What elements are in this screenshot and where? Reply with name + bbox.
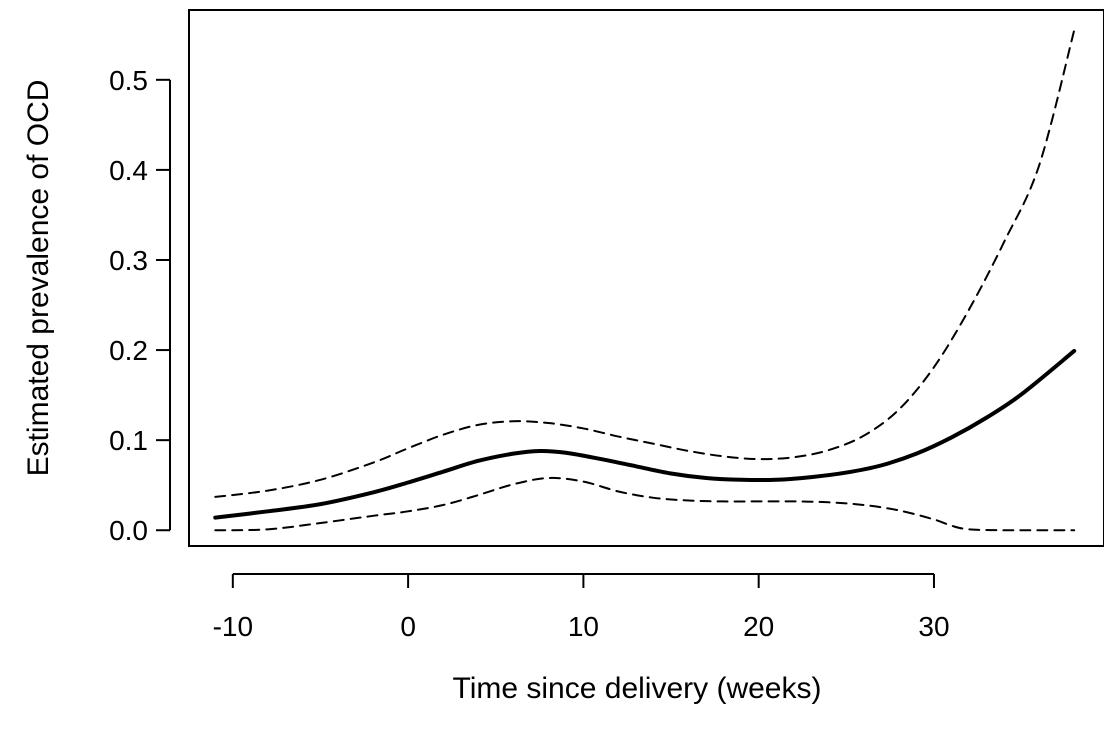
series-layer <box>213 29 1077 532</box>
x-tick-label: 30 <box>918 611 949 642</box>
x-axis: -10 0 10 20 30 <box>213 573 950 642</box>
y-tick-label: 0.4 <box>109 155 148 186</box>
y-tick-label: 0.2 <box>109 335 148 366</box>
lower-ci-line <box>214 476 1076 532</box>
y-axis-label: Estimated prevalence of OCD <box>22 80 55 477</box>
x-tick-label: 10 <box>568 611 599 642</box>
upper-ci-line <box>214 29 1076 498</box>
plot-frame <box>188 9 1104 547</box>
y-tick-label: 0.1 <box>109 425 148 456</box>
x-tick-label: 20 <box>743 611 774 642</box>
y-tick-label: 0.0 <box>109 515 148 546</box>
x-axis-label: Time since delivery (weeks) <box>453 672 822 705</box>
estimate-line <box>213 348 1077 520</box>
y-tick-label: 0.5 <box>109 65 148 96</box>
y-tick-label: 0.3 <box>109 245 148 276</box>
x-tick-label: -10 <box>213 611 253 642</box>
x-tick-label: 0 <box>400 611 416 642</box>
y-axis: 0.0 0.1 0.2 0.3 0.4 0.5 <box>109 65 171 546</box>
